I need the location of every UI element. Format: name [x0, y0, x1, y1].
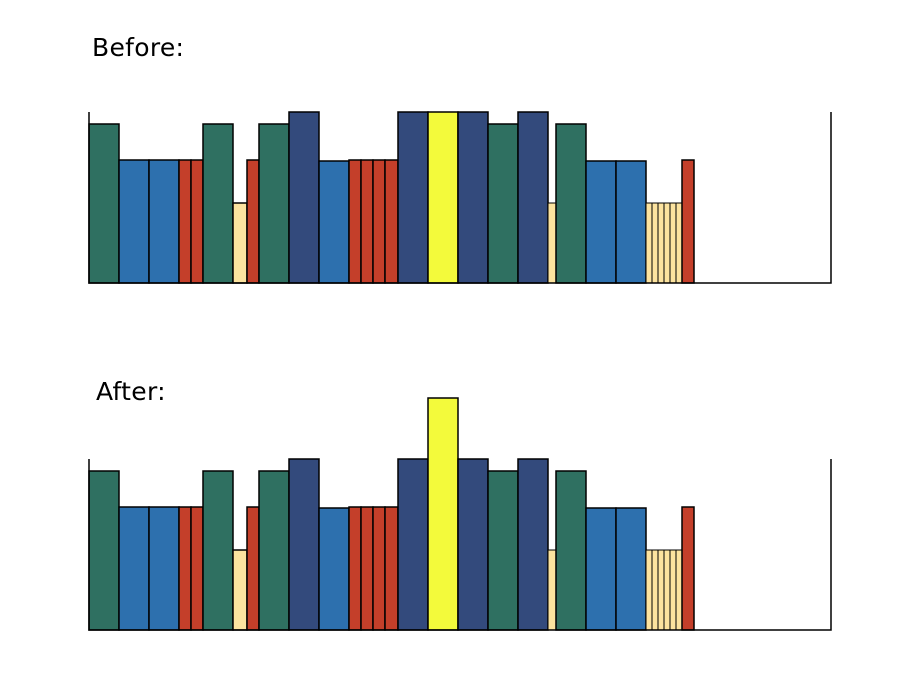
before-book-blue-11 [318, 160, 350, 284]
after-book-green-1 [88, 470, 120, 631]
after-book-red-14 [372, 506, 386, 631]
after-book-blue-23 [585, 507, 617, 631]
after-label: After: [96, 377, 166, 406]
before-book-navy-10 [288, 111, 320, 284]
after-book-red-4 [178, 506, 192, 631]
before-book-red-4 [178, 159, 192, 284]
before-book-blue-2 [118, 159, 150, 284]
before-book-cream-28 [663, 202, 671, 284]
after-book-cream-28 [663, 549, 671, 631]
after-book-navy-16 [397, 458, 429, 631]
after-book-red-12 [348, 506, 362, 631]
before-book-green-19 [487, 123, 519, 284]
before-book-cream-7 [232, 202, 248, 284]
before-book-red-8 [246, 159, 260, 284]
after-book-green-22 [555, 470, 587, 631]
before-book-navy-18 [457, 111, 489, 284]
after-book-red-15 [384, 506, 399, 631]
before-book-red-13 [360, 159, 374, 284]
before-book-cream-25 [645, 202, 653, 284]
shelf-after [88, 397, 832, 631]
before-book-red-12 [348, 159, 362, 284]
before-shelf-frame [88, 112, 832, 284]
after-book-red-5 [190, 506, 204, 631]
after-book-cream-21 [547, 549, 557, 631]
after-book-red-31 [681, 506, 695, 631]
before-book-blue-3 [148, 159, 180, 284]
before-book-red-14 [372, 159, 386, 284]
before-label: Before: [92, 33, 185, 62]
before-book-red-15 [384, 159, 399, 284]
before-book-cream-29 [669, 202, 677, 284]
after-book-cream-30 [675, 549, 683, 631]
before-book-navy-20 [517, 111, 549, 284]
before-book-green-22 [555, 123, 587, 284]
before-book-red-5 [190, 159, 204, 284]
before-book-green-9 [258, 123, 290, 284]
before-book-cream-26 [651, 202, 659, 284]
before-book-navy-16 [397, 111, 429, 284]
after-book-blue-3 [148, 506, 180, 631]
after-book-cream-26 [651, 549, 659, 631]
after-book-green-19 [487, 470, 519, 631]
after-book-navy-20 [517, 458, 549, 631]
before-book-cream-27 [657, 202, 665, 284]
after-book-navy-10 [288, 458, 320, 631]
before-book-cream-30 [675, 202, 683, 284]
after-book-blue-24 [615, 507, 647, 631]
before-book-red-31 [681, 159, 695, 284]
after-book-green-6 [202, 470, 234, 631]
after-book-navy-18 [457, 458, 489, 631]
after-book-yellow-17 [427, 397, 459, 631]
after-shelf-frame [88, 459, 832, 631]
after-book-green-9 [258, 470, 290, 631]
before-book-blue-23 [585, 160, 617, 284]
shelf-before [88, 111, 832, 284]
before-book-green-6 [202, 123, 234, 284]
before-book-green-1 [88, 123, 120, 284]
before-book-cream-21 [547, 202, 557, 284]
after-book-red-8 [246, 506, 260, 631]
after-book-blue-2 [118, 506, 150, 631]
after-book-cream-7 [232, 549, 248, 631]
after-book-cream-27 [657, 549, 665, 631]
before-book-blue-24 [615, 160, 647, 284]
after-book-red-13 [360, 506, 374, 631]
after-book-cream-25 [645, 549, 653, 631]
after-book-cream-29 [669, 549, 677, 631]
before-book-yellow-17 [427, 111, 459, 284]
after-book-blue-11 [318, 507, 350, 631]
